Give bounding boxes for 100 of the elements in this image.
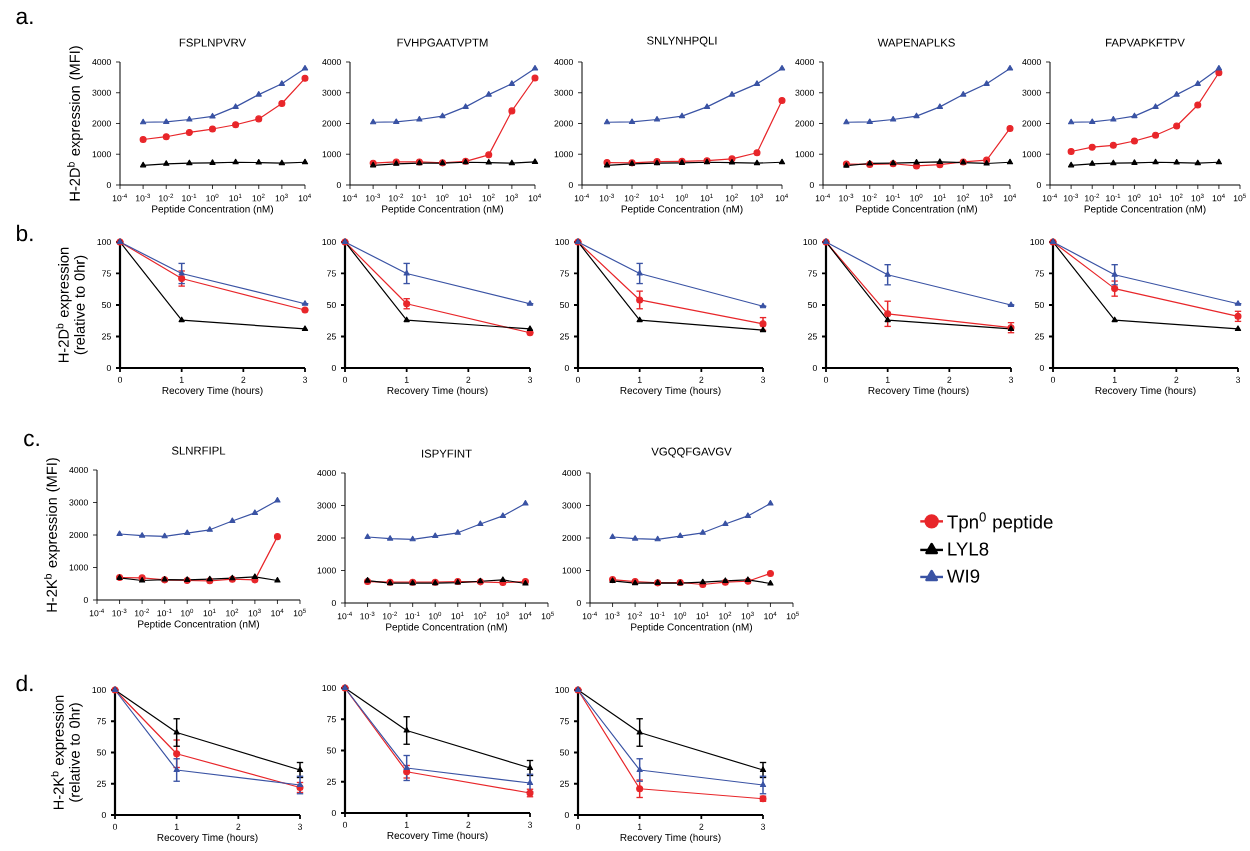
x-tick-label: 1 (637, 823, 642, 830)
x-tick-label: 2 (947, 376, 952, 383)
y-tick-label: 25 (1035, 333, 1044, 340)
y-tick-label: 2000 (92, 120, 111, 127)
x-axis-title: Peptide Concentration (nM) (1084, 205, 1206, 215)
y-tick-label: 3000 (92, 89, 111, 96)
x-tick-label: 10$^{-4}$ (1042, 193, 1058, 202)
y-tick-label: 75 (560, 718, 569, 725)
y-tick-label: 1000 (92, 151, 111, 158)
y-tick-label: 75 (102, 270, 111, 277)
y-tick-label: 4000 (1022, 58, 1041, 66)
x-tick-label: 10$^{-3}$ (599, 193, 614, 202)
y-tick-label: 50 (327, 301, 336, 309)
x-axis-title: Recovery Time (hours) (157, 833, 258, 843)
y-tick-label: 0 (331, 599, 336, 607)
y-tick-label: 50 (560, 301, 569, 309)
x-tick-label: 10$^{0}$ (1128, 193, 1141, 202)
x-tick-label: 10$^{3}$ (750, 193, 763, 202)
y-tick-label: 0 (106, 364, 111, 372)
x-tick-label: 10$^{0}$ (675, 193, 688, 202)
y-tick-label: 100 (322, 684, 336, 692)
x-tick-label: 1 (637, 376, 642, 383)
text: c. (24, 433, 39, 447)
y-tick-label: 4000 (795, 58, 814, 66)
y-tick-label: 3000 (69, 499, 88, 506)
y-tick-label: 75 (808, 270, 817, 277)
legend-label: Tpn$^{0}$ peptide (947, 512, 1053, 533)
y-tick-label: 4000 (317, 469, 336, 477)
y-tick-label: 1000 (1022, 151, 1041, 158)
y-tick-label: 50 (102, 301, 111, 309)
y-axis-title: H-2K$^{b}$ expression (MFI) (44, 458, 60, 612)
x-tick-label: 10$^{-3}$ (135, 193, 151, 202)
x-tick-label: 2 (466, 821, 471, 828)
y-tick-label: 50 (97, 749, 106, 756)
x-tick-label: 2 (236, 823, 241, 830)
y-tick-label: 3000 (562, 502, 581, 509)
chart-title: SLNRFIPL (171, 446, 226, 455)
chart-title: WAPENAPLKS (877, 38, 955, 47)
y-tick-label: 100 (92, 686, 106, 694)
chart-title: ISPYFINT (422, 449, 472, 458)
y-tick-label: 2000 (1022, 120, 1041, 127)
y-tick-label: 2000 (317, 534, 336, 542)
y-tick-label: 1000 (317, 567, 336, 574)
y-tick-label: 4000 (92, 58, 111, 66)
x-tick-label: 3 (1235, 376, 1241, 383)
x-tick-label: 10$^{2}$ (482, 193, 495, 202)
text: d. (16, 674, 33, 692)
y-tick-label: 4000 (322, 58, 341, 66)
x-tick-label: 10$^{4}$ (528, 193, 541, 202)
y-tick-label: 4000 (562, 469, 581, 477)
y-tick-label: 0 (106, 181, 111, 189)
x-tick-label: 1 (1112, 376, 1117, 383)
x-tick-label: 3 (297, 823, 303, 830)
x-tick-label: 10$^{-4}$ (337, 611, 353, 620)
y-tick-label: 100 (555, 238, 569, 246)
x-axis-title: Peptide Concentration (nM) (621, 205, 743, 215)
y-tick-label: 3000 (322, 89, 341, 96)
y-tick-label: 3000 (317, 502, 336, 509)
x-tick-label: 0 (823, 376, 829, 383)
x-tick-label: 10$^{-4}$ (112, 193, 128, 202)
x-tick-label: 2 (1174, 376, 1179, 383)
x-tick-label: 10$^{-1}$ (182, 193, 197, 202)
y-tick-label: 0 (331, 809, 336, 817)
x-tick-label: 3 (760, 376, 766, 383)
x-axis-title: Recovery Time (hours) (387, 831, 488, 841)
x-tick-label: 10$^{1}$ (451, 611, 464, 620)
y-tick-label: 2000 (322, 120, 341, 127)
x-tick-label: 10$^{2}$ (719, 611, 732, 620)
x-tick-label: 10$^{0}$ (181, 608, 194, 617)
x-tick-label: 10$^{1}$ (1149, 193, 1162, 202)
x-tick-label: 10$^{3}$ (496, 611, 509, 620)
y-axis-title: H-2D$^{b}$ expression (MFI) (67, 46, 83, 201)
chart-title: FAPVAPKFTPV (1106, 38, 1185, 47)
x-tick-label: 10$^{5}$ (786, 611, 799, 620)
x-tick-label: 1 (179, 376, 184, 383)
y-tick-label: 1000 (69, 564, 88, 571)
chart-title: FSPLNPVRV (179, 38, 247, 47)
y-tick-label: 25 (808, 333, 817, 340)
x-tick-label: 3 (527, 821, 533, 828)
x-tick-label: 10$^{0}$ (206, 193, 219, 202)
y-tick-label: 0 (1036, 181, 1041, 189)
x-tick-label: 10$^{1}$ (700, 193, 713, 202)
x-tick-label: 10$^{2}$ (957, 193, 970, 202)
x-tick-label: 10$^{4}$ (1212, 193, 1225, 202)
x-tick-label: 10$^{-2}$ (159, 193, 174, 202)
x-tick-label: 10$^{-2}$ (134, 608, 149, 617)
y-tick-label: 0 (101, 811, 106, 819)
x-tick-label: 10$^{3}$ (248, 608, 261, 617)
y-tick-label: 2000 (69, 531, 88, 539)
x-tick-label: 10$^{0}$ (910, 193, 923, 202)
x-tick-label: 0 (1050, 376, 1056, 383)
x-tick-label: 1 (404, 376, 409, 383)
x-tick-label: 10$^{-2}$ (389, 193, 404, 202)
y-tick-label: 25 (560, 333, 569, 340)
x-tick-label: 10$^{-1}$ (157, 608, 172, 617)
x-tick-label: 10$^{-3}$ (839, 193, 854, 202)
x-tick-label: 10$^{4}$ (298, 193, 311, 202)
y-tick-label: 0 (564, 364, 569, 372)
x-tick-label: 10$^{-3}$ (1063, 193, 1079, 202)
text: a. (16, 11, 33, 25)
